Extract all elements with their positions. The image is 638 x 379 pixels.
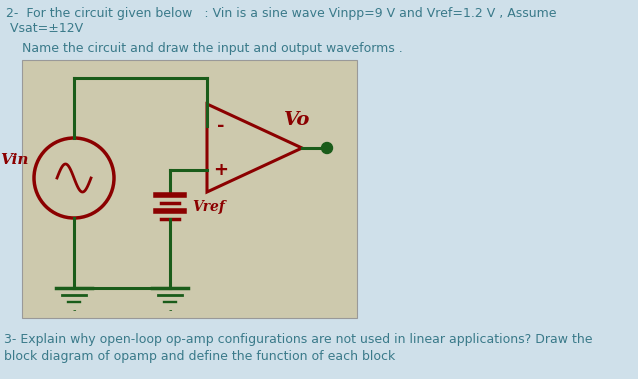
Polygon shape [207, 104, 302, 192]
Text: -: - [218, 117, 225, 135]
Text: block diagram of opamp and define the function of each block: block diagram of opamp and define the fu… [4, 350, 396, 363]
Text: Name the circuit and draw the input and output waveforms .: Name the circuit and draw the input and … [6, 42, 403, 55]
Text: -: - [168, 305, 172, 315]
Text: 3- Explain why open-loop op-amp configurations are not used in linear applicatio: 3- Explain why open-loop op-amp configur… [4, 333, 593, 346]
Text: +: + [214, 161, 228, 179]
Circle shape [34, 138, 114, 218]
Circle shape [322, 143, 332, 153]
Text: Vin: Vin [1, 153, 29, 167]
Text: Vo: Vo [284, 111, 310, 129]
Bar [22, 60, 357, 318]
Text: 2-  For the circuit given below   : Vin is a sine wave Vinpp=9 V and Vref=1.2 V : 2- For the circuit given below : Vin is … [6, 7, 556, 20]
Text: -: - [72, 305, 76, 315]
Text: Vref: Vref [192, 200, 225, 214]
Text: Vsat=±12V: Vsat=±12V [6, 22, 83, 35]
